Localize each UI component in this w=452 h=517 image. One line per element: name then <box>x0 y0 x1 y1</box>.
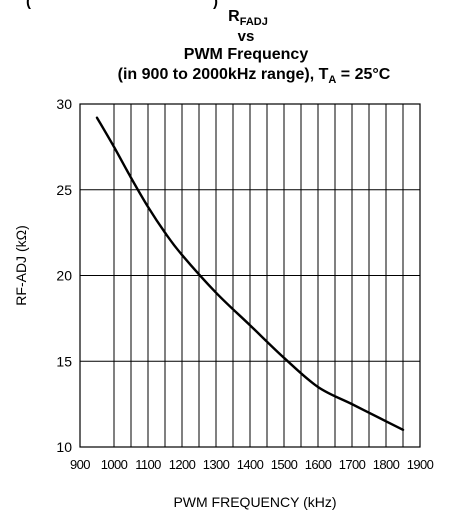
x-axis-label: PWM FREQUENCY (kHz) <box>173 494 336 510</box>
x-tick-label: 1300 <box>203 457 230 472</box>
x-tick-label: 1000 <box>101 457 128 472</box>
grid <box>80 104 420 447</box>
chart-title: ( ) RFADJ vs PWM Frequency (in 900 to 20… <box>26 0 391 86</box>
title-line3: PWM Frequency <box>184 46 309 63</box>
title-line4-rest: = 25°C <box>336 66 390 83</box>
x-tick-label: 1500 <box>271 457 298 472</box>
x-tick-label: 1800 <box>373 457 400 472</box>
y-axis-label: RF-ADJ (kΩ) <box>13 225 29 305</box>
x-tick-label: 900 <box>70 457 90 472</box>
x-tick-label: 1900 <box>407 457 434 472</box>
tick-labels: 900 1000 1100 1200 1300 1400 1500 1600 1700 1800 1… <box>56 96 434 472</box>
y-tick-label: 10 <box>56 439 72 455</box>
title-top-partial-right: ) <box>213 0 218 10</box>
x-tick-label: 1400 <box>237 457 264 472</box>
title-line4-main: (in 900 to 2000kHz range), T <box>118 66 329 83</box>
x-tick-label: 1100 <box>135 457 161 472</box>
y-tick-label: 30 <box>56 96 72 112</box>
x-tick-label: 1700 <box>339 457 366 472</box>
title-line1-main: R <box>228 8 240 25</box>
title-line4-sub: A <box>328 74 336 86</box>
x-tick-label: 1600 <box>305 457 332 472</box>
x-tick-label: 1200 <box>169 457 196 472</box>
plot-frame <box>79 103 421 448</box>
title-line2: vs <box>238 28 255 45</box>
y-tick-label: 15 <box>56 353 72 369</box>
series <box>95 116 405 432</box>
y-tick-label: 25 <box>56 182 72 198</box>
y-tick-label: 20 <box>56 268 72 284</box>
title-line4: (in 900 to 2000kHz range), TA = 25°C <box>118 66 391 86</box>
series-line <box>95 116 405 432</box>
title-line1: RFADJ <box>228 8 268 28</box>
title-top-partial-left: ( <box>26 0 31 10</box>
title-line1-sub: FADJ <box>240 16 268 28</box>
